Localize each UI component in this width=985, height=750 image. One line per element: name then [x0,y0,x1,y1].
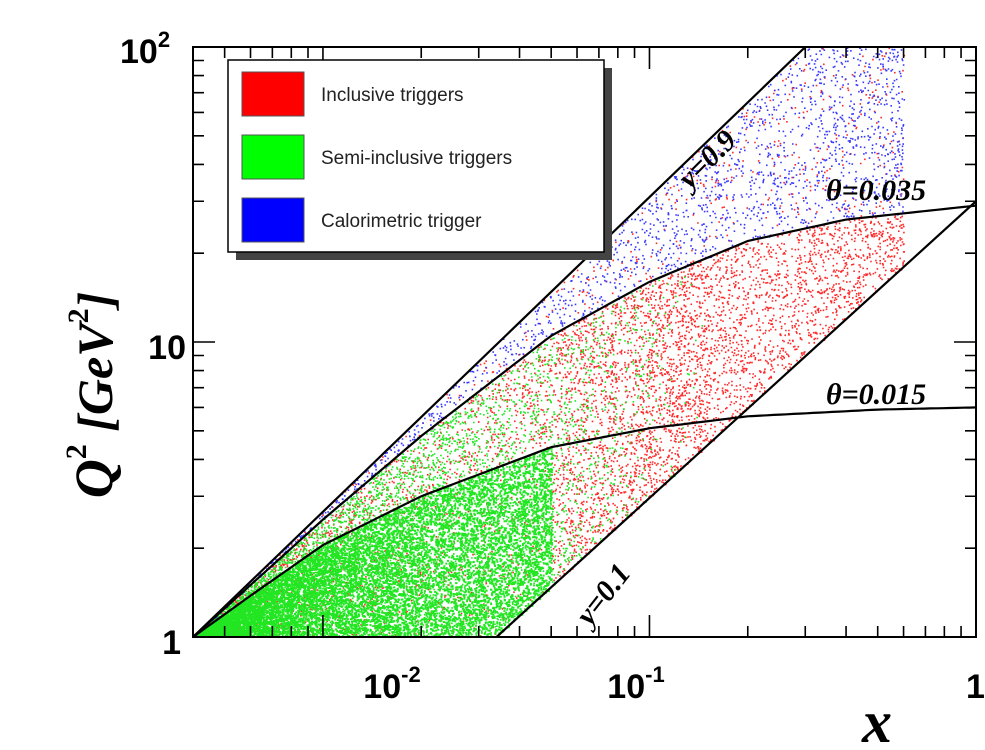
calorimetric-trigger-points [193,47,906,637]
curve-3 [193,406,976,637]
legend-swatch-inclusive [241,71,305,117]
curve-label-y-0.1: y=0.1 [568,557,638,633]
tick-marks [192,46,977,638]
curve-label-y-0.9: y=0.9 [669,124,742,197]
svg-text:1: 1 [162,624,181,662]
x-tick-label-0.01: 10-2 [363,662,420,706]
svg-text:102: 102 [120,27,170,71]
y-tick-label-1: 1 [162,624,181,662]
axis-ticks [192,46,977,638]
svg-text:Q2 [GeV2]: Q2 [GeV2] [60,292,124,498]
svg-text:10-1: 10-1 [607,662,664,706]
svg-text:10: 10 [148,329,186,367]
kinematic-curves [193,47,976,637]
y-axis-title: Q2 [GeV2] [60,292,124,498]
curve-2 [193,204,976,637]
x-tick-label-0.1: 10-1 [607,662,664,706]
legend: Inclusive triggers Semi-inclusive trigge… [227,59,612,260]
curve-0 [193,47,807,637]
blue-points-path [193,47,906,637]
legend-label-semi-inclusive: Semi-inclusive triggers [321,148,512,169]
x-axis-title: x [861,689,892,750]
x-tick-label-1: 1 [966,668,985,706]
svg-text:1: 1 [966,668,985,706]
legend-label-calorimetric: Calorimetric trigger [321,211,482,232]
legend-entry-calorimetric: Calorimetric trigger [241,197,482,243]
y-tick-label-10: 10 [148,329,186,367]
y-tick-label-100: 102 [120,27,170,71]
legend-swatch-semi-inclusive [241,134,305,180]
curve-1 [495,200,976,637]
legend-entry-semi-inclusive: Semi-inclusive triggers [241,134,512,180]
svg-text:10-2: 10-2 [363,662,420,706]
legend-swatch-calorimetric [241,197,305,243]
curve-label-theta-0.035: θ=0.035 [826,174,926,207]
curve-label-theta-0.015: θ=0.015 [826,378,926,411]
legend-label-inclusive: Inclusive triggers [321,85,464,106]
legend-entry-inclusive: Inclusive triggers [241,71,464,117]
